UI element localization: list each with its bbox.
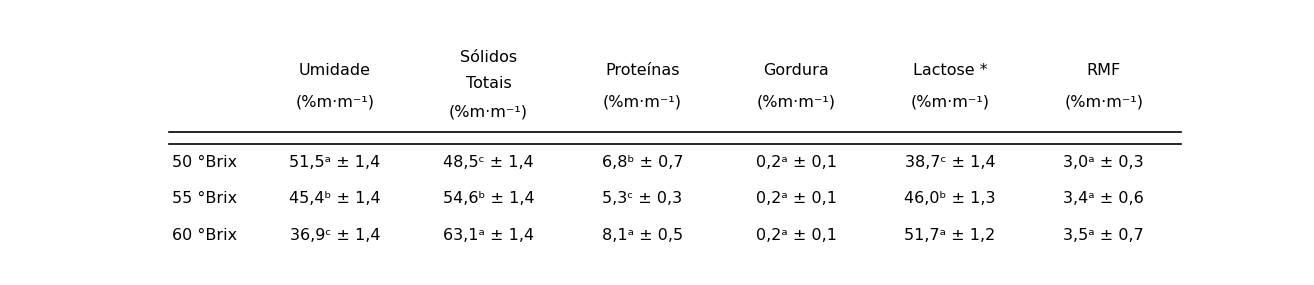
- Text: 54,6ᵇ ± 1,4: 54,6ᵇ ± 1,4: [443, 191, 535, 206]
- Text: 5,3ᶜ ± 0,3: 5,3ᶜ ± 0,3: [602, 191, 682, 206]
- Text: 0,2ᵃ ± 0,1: 0,2ᵃ ± 0,1: [756, 155, 837, 170]
- Text: 60 °Brix: 60 °Brix: [172, 228, 238, 243]
- Text: (%m·m⁻¹): (%m·m⁻¹): [757, 95, 836, 110]
- Text: 45,4ᵇ ± 1,4: 45,4ᵇ ± 1,4: [289, 191, 381, 206]
- Text: Umidade: Umidade: [298, 63, 371, 78]
- Text: (%m·m⁻¹): (%m·m⁻¹): [296, 95, 374, 110]
- Text: 38,7ᶜ ± 1,4: 38,7ᶜ ± 1,4: [904, 155, 995, 170]
- Text: (%m·m⁻¹): (%m·m⁻¹): [1064, 95, 1143, 110]
- Text: 51,5ᵃ ± 1,4: 51,5ᵃ ± 1,4: [289, 155, 381, 170]
- Text: 50 °Brix: 50 °Brix: [172, 155, 238, 170]
- Text: 0,2ᵃ ± 0,1: 0,2ᵃ ± 0,1: [756, 228, 837, 243]
- Text: RMF: RMF: [1087, 63, 1121, 78]
- Text: Proteínas: Proteínas: [606, 63, 679, 78]
- Text: Totais: Totais: [465, 76, 511, 91]
- Text: (%m·m⁻¹): (%m·m⁻¹): [911, 95, 989, 110]
- Text: Sólidos: Sólidos: [460, 50, 518, 65]
- Text: 46,0ᵇ ± 1,3: 46,0ᵇ ± 1,3: [904, 191, 996, 206]
- Text: 55 °Brix: 55 °Brix: [172, 191, 238, 206]
- Text: (%m·m⁻¹): (%m·m⁻¹): [449, 105, 528, 120]
- Text: 63,1ᵃ ± 1,4: 63,1ᵃ ± 1,4: [443, 228, 535, 243]
- Text: 51,7ᵃ ± 1,2: 51,7ᵃ ± 1,2: [904, 228, 996, 243]
- Text: 6,8ᵇ ± 0,7: 6,8ᵇ ± 0,7: [602, 155, 683, 170]
- Text: Gordura: Gordura: [763, 63, 829, 78]
- Text: 3,0ᵃ ± 0,3: 3,0ᵃ ± 0,3: [1063, 155, 1144, 170]
- Text: 48,5ᶜ ± 1,4: 48,5ᶜ ± 1,4: [443, 155, 533, 170]
- Text: 8,1ᵃ ± 0,5: 8,1ᵃ ± 0,5: [602, 228, 683, 243]
- Text: (%m·m⁻¹): (%m·m⁻¹): [603, 95, 682, 110]
- Text: 3,4ᵃ ± 0,6: 3,4ᵃ ± 0,6: [1063, 191, 1144, 206]
- Text: 3,5ᵃ ± 0,7: 3,5ᵃ ± 0,7: [1063, 228, 1144, 243]
- Text: Lactose *: Lactose *: [913, 63, 987, 78]
- Text: 36,9ᶜ ± 1,4: 36,9ᶜ ± 1,4: [289, 228, 380, 243]
- Text: 0,2ᵃ ± 0,1: 0,2ᵃ ± 0,1: [756, 191, 837, 206]
